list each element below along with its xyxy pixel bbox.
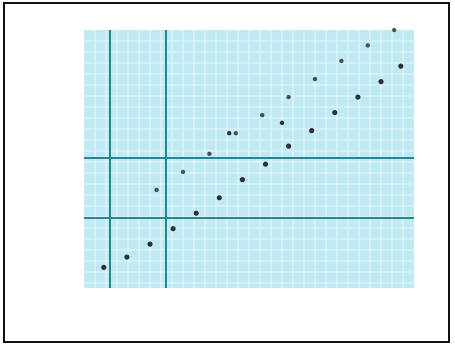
data-point <box>227 131 232 136</box>
data-point <box>147 241 153 247</box>
data-point <box>392 27 397 33</box>
data-point <box>312 76 318 82</box>
data-point <box>286 94 291 100</box>
data-point <box>170 226 176 232</box>
data-point <box>101 264 107 270</box>
data-point <box>124 254 130 260</box>
data-point <box>365 43 370 48</box>
data-point <box>339 58 344 64</box>
data-point <box>332 109 338 116</box>
data-point <box>193 210 199 216</box>
data-point <box>233 131 238 136</box>
major-lines <box>84 30 414 288</box>
data-points <box>101 27 404 270</box>
data-point <box>216 195 222 201</box>
data-point <box>260 112 265 118</box>
data-point <box>279 120 285 126</box>
data-point <box>355 94 361 100</box>
data-point <box>207 151 212 157</box>
data-point <box>398 63 404 69</box>
data-point <box>239 177 245 183</box>
data-point <box>309 128 315 134</box>
data-point <box>262 161 269 167</box>
data-point <box>154 187 159 193</box>
data-point <box>286 143 292 149</box>
data-point <box>180 169 186 175</box>
data-point <box>378 79 384 85</box>
